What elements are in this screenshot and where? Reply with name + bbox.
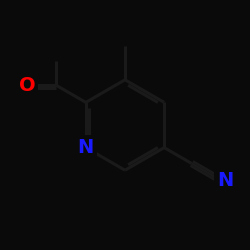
Text: N: N bbox=[78, 138, 94, 157]
Text: O: O bbox=[18, 76, 35, 95]
Text: N: N bbox=[217, 171, 234, 190]
